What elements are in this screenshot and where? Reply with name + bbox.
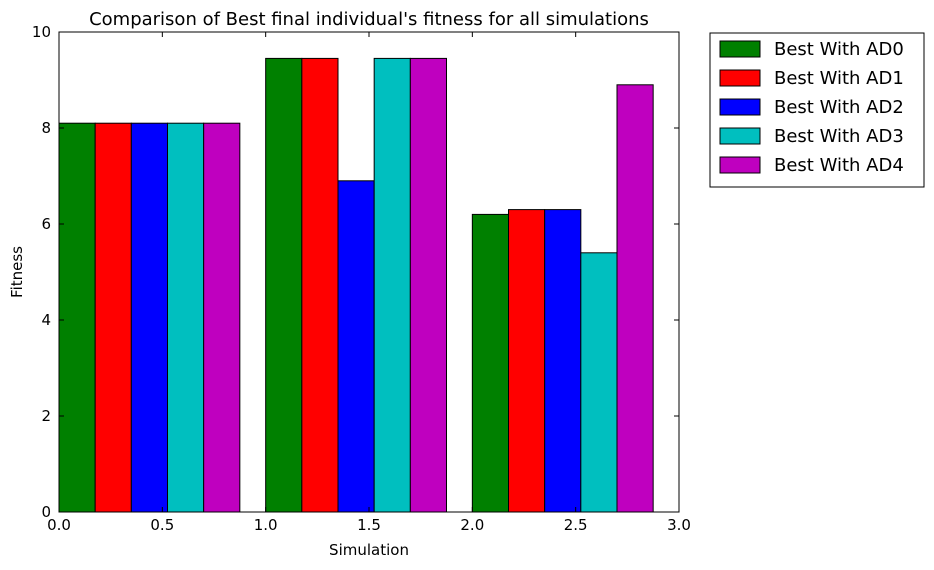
- legend-swatch-4: [719, 156, 761, 174]
- chart-title: Comparison of Best final individual's fi…: [89, 9, 649, 30]
- x-axis-label: Simulation: [329, 541, 409, 559]
- legend-label-3: Best With AD3: [774, 126, 904, 147]
- x-tick-label: 0.5: [150, 516, 174, 534]
- y-tick-label: 6: [41, 215, 51, 233]
- legend-swatch-3: [719, 127, 761, 145]
- bar-best-with-ad1-sim-1: [301, 57, 339, 513]
- legend-swatch-0: [719, 40, 761, 58]
- y-tick-label: 8: [41, 119, 51, 137]
- legend-swatch-1: [719, 69, 761, 87]
- bar-best-with-ad3-sim-0: [167, 122, 205, 513]
- bar-best-with-ad1-sim-0: [94, 122, 132, 513]
- plot-frame: [58, 31, 680, 513]
- x-tick-label: 3.0: [667, 516, 691, 534]
- bar-best-with-ad3-sim-1: [373, 57, 411, 513]
- bar-best-with-ad2-sim-1: [337, 180, 375, 513]
- x-tick-label: 1.0: [254, 516, 278, 534]
- legend-label-1: Best With AD1: [774, 68, 904, 89]
- x-tick-label: 0.0: [47, 516, 71, 534]
- y-axis-label: Fitness: [8, 246, 26, 298]
- bar-best-with-ad2-sim-2: [544, 209, 582, 513]
- y-tick-label: 2: [41, 407, 51, 425]
- x-tick-label: 2.0: [460, 516, 484, 534]
- legend-swatch-2: [719, 98, 761, 116]
- bar-best-with-ad3-sim-2: [580, 252, 618, 513]
- bar-best-with-ad1-sim-2: [508, 209, 546, 513]
- bar-best-with-ad0-sim-2: [471, 213, 510, 513]
- y-tick-label: 0: [41, 503, 51, 521]
- bar-best-with-ad4-sim-1: [409, 57, 448, 513]
- x-tick-label: 1.5: [357, 516, 381, 534]
- bar-best-with-ad4-sim-2: [616, 84, 654, 513]
- x-tick-label: 2.5: [564, 516, 588, 534]
- bars-group: [58, 57, 654, 513]
- bar-best-with-ad0-sim-0: [58, 122, 96, 513]
- y-tick-label: 4: [41, 311, 51, 329]
- legend-label-2: Best With AD2: [774, 97, 904, 118]
- legend: Best With AD0 Best With AD1 Best With AD2 B…: [709, 32, 925, 188]
- bar-best-with-ad2-sim-0: [130, 122, 168, 513]
- legend-label-0: Best With AD0: [774, 39, 904, 60]
- y-tick-label: 10: [32, 23, 51, 41]
- bar-best-with-ad4-sim-0: [203, 122, 241, 513]
- bar-best-with-ad0-sim-1: [265, 57, 303, 513]
- legend-label-4: Best With AD4: [774, 155, 904, 176]
